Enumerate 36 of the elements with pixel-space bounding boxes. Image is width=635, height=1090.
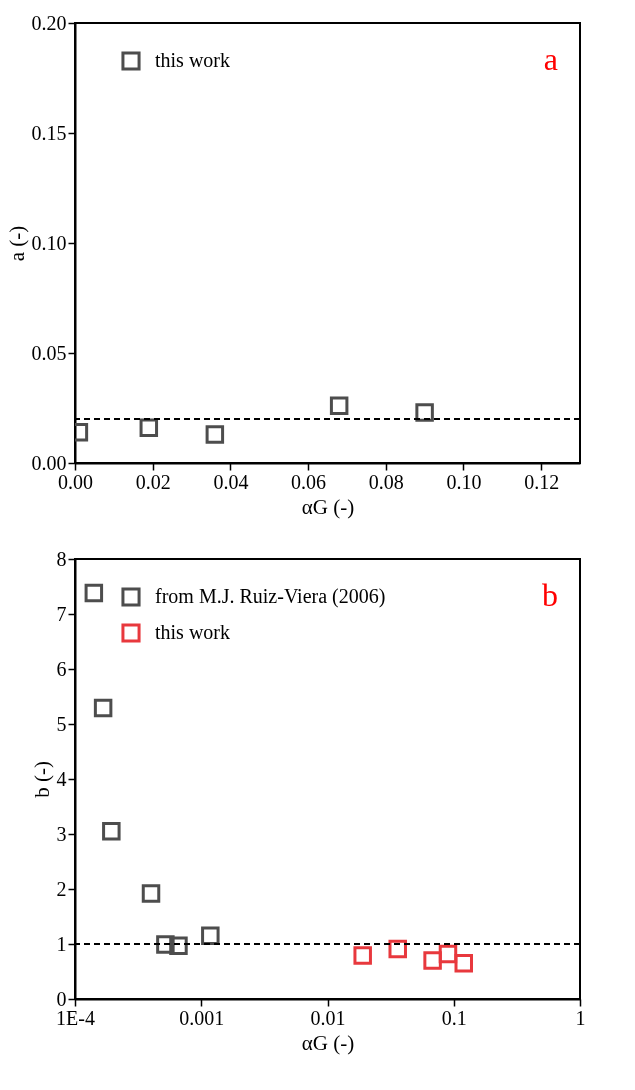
- y-tick-label: 1: [56, 932, 67, 955]
- x-tick-label: 0.08: [368, 470, 404, 493]
- x-tick-label: 0.001: [179, 1006, 225, 1029]
- y-tick-label: 0.00: [31, 451, 67, 474]
- y-axis-title: b (-): [29, 761, 54, 798]
- point: [329, 396, 349, 416]
- y-tick-label: 0.20: [31, 11, 67, 34]
- legend-label: this work: [155, 621, 230, 643]
- legend-label: from M.J. Ruiz-Viera (2006): [155, 585, 386, 608]
- y-tick-label: 2: [56, 877, 67, 900]
- y-tick-label: 0.10: [31, 231, 67, 254]
- y-axis-title: a (-): [4, 225, 29, 262]
- y-tick-label: 7: [56, 602, 67, 625]
- y-tick-label: 0.05: [31, 341, 67, 364]
- x-axis-title: αG (-): [301, 1030, 355, 1055]
- x-tick-label: 0.01: [310, 1006, 346, 1029]
- legend-label: this work: [155, 49, 230, 71]
- y-tick-label: 5: [56, 712, 67, 735]
- y-tick-label: 3: [56, 822, 67, 845]
- y-tick-label: 0.15: [31, 121, 67, 144]
- x-tick-label: 0.02: [135, 470, 171, 493]
- point: [139, 418, 159, 438]
- x-tick-label: 0.06: [291, 470, 327, 493]
- y-tick-label: 8: [56, 547, 67, 570]
- point: [415, 403, 434, 422]
- annotation: b: [542, 577, 558, 613]
- x-tick-label: 1: [575, 1006, 586, 1029]
- x-axis-title: αG (-): [301, 494, 355, 519]
- y-tick-label: 6: [56, 657, 67, 680]
- y-tick-label: 4: [56, 767, 67, 790]
- point: [205, 425, 225, 444]
- annotation: a: [543, 41, 558, 77]
- x-tick-label: 0.04: [213, 470, 249, 493]
- x-tick-label: 0.10: [446, 470, 482, 493]
- x-tick-label: 0.1: [441, 1006, 467, 1029]
- x-tick-label: 0.12: [524, 470, 560, 493]
